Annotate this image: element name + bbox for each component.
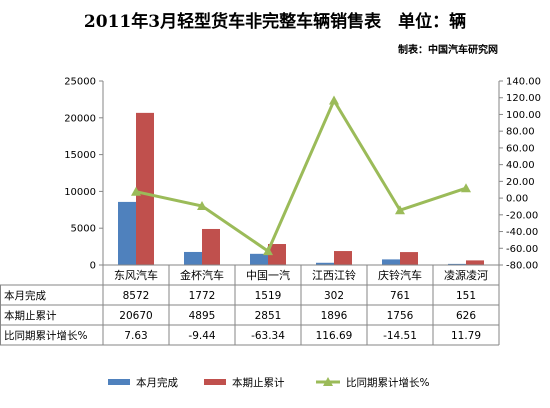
legend-label: 本月完成 (136, 376, 178, 389)
x-tick-label: 金杯汽车 (180, 268, 224, 282)
table-cell: 626 (456, 310, 476, 322)
y-left-tick-label: 0 (90, 261, 96, 272)
bar-cumulative (466, 260, 484, 265)
x-tick-label: 庆铃汽车 (378, 268, 422, 282)
y-right-tick-label: 0.00 (506, 194, 528, 205)
legend-swatch (108, 379, 130, 385)
bar-monthly (250, 253, 268, 265)
y-left-tick-label: 10000 (64, 187, 96, 198)
table-cell: 151 (456, 290, 476, 302)
legend-label: 比同期累计增长% (346, 376, 429, 389)
table-cell: -63.34 (251, 330, 285, 342)
y-left-tick-label: 5000 (71, 224, 96, 235)
table-cell: 302 (324, 290, 344, 302)
y-right-tick-label: 120.00 (506, 93, 541, 104)
bar-cumulative (136, 112, 154, 265)
y-left-tick-label: 25000 (64, 77, 96, 88)
growth-point (131, 186, 141, 196)
table-row-label: 比同期累计增长% (4, 329, 87, 342)
table-cell: 11.79 (451, 330, 481, 342)
table-cell: -14.51 (383, 330, 417, 342)
growth-line (135, 97, 467, 254)
table-cell: 1772 (189, 290, 216, 302)
y-right-tick-label: 80.00 (506, 127, 535, 138)
growth-point (329, 95, 339, 105)
bar-monthly (184, 251, 202, 265)
table-cell: 2851 (255, 310, 282, 322)
table-cell: 20670 (119, 310, 152, 322)
y-right-tick-label: -60.00 (506, 244, 538, 255)
table-cell: 116.69 (316, 330, 353, 342)
growth-point (395, 205, 405, 215)
table-cell: -9.44 (188, 330, 215, 342)
bar-cumulative (268, 244, 286, 265)
y-right-tick-label: -80.00 (506, 261, 538, 272)
x-tick-label: 凌源凌河 (444, 268, 488, 282)
bar-cumulative (334, 251, 352, 265)
x-tick-label: 江西江铃 (312, 268, 356, 282)
y-left-tick-label: 20000 (64, 113, 96, 124)
table-cell: 1519 (255, 290, 282, 302)
legend-label: 本期止累计 (232, 376, 285, 389)
table-row-label: 本期止累计 (4, 309, 57, 322)
table-cell: 1896 (321, 310, 348, 322)
table-row-label: 本月完成 (4, 289, 46, 302)
bar-monthly (316, 262, 334, 265)
legend-swatch (204, 379, 226, 385)
table-cell: 8572 (123, 290, 150, 302)
bar-cumulative (202, 228, 220, 265)
chart-title: 2011年3月轻型货车非完整车辆销售表 单位：辆 (84, 11, 466, 32)
y-right-tick-label: 100.00 (506, 110, 541, 121)
y-right-tick-label: -20.00 (506, 210, 538, 221)
growth-point (263, 246, 273, 256)
table-cell: 1756 (387, 310, 414, 322)
bar-monthly (118, 201, 136, 265)
x-tick-label: 中国一汽 (246, 268, 290, 282)
growth-point (197, 200, 207, 210)
bar-monthly (382, 259, 400, 265)
y-right-tick-label: -40.00 (506, 227, 538, 238)
y-left-tick-label: 15000 (64, 150, 96, 161)
legend-marker (323, 377, 333, 386)
growth-point (461, 183, 471, 193)
table-cell: 7.63 (124, 330, 147, 342)
y-right-tick-label: 20.00 (506, 177, 535, 188)
chart-subtitle: 制表：中国汽车研究网 (398, 43, 498, 56)
y-right-tick-label: 40.00 (506, 160, 535, 171)
table-cell: 4895 (189, 310, 216, 322)
bar-monthly (448, 263, 466, 265)
y-right-tick-label: 140.00 (506, 77, 541, 88)
table-cell: 761 (390, 290, 410, 302)
y-right-tick-label: 60.00 (506, 143, 535, 154)
x-tick-label: 东风汽车 (114, 268, 158, 282)
bar-cumulative (400, 252, 418, 265)
